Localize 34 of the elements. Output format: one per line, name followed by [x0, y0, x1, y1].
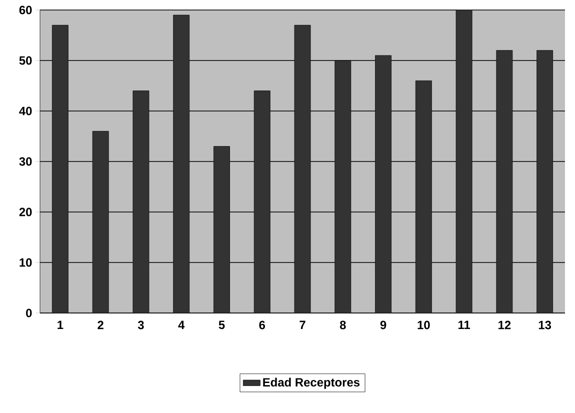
y-tick-label: 20	[19, 208, 32, 216]
y-tick-label: 50	[19, 56, 32, 65]
bar	[132, 90, 149, 313]
bar	[254, 90, 270, 313]
x-tick-label: 6	[259, 320, 266, 330]
bar	[496, 50, 512, 313]
bar	[334, 60, 351, 313]
bar	[214, 146, 230, 313]
x-tick-label: 13	[538, 320, 552, 330]
x-tick-label: 8	[340, 320, 346, 330]
x-tick-label: 2	[98, 320, 104, 330]
y-tick-label: 60	[19, 6, 32, 14]
bar	[294, 25, 311, 313]
bar	[52, 25, 68, 313]
x-tick-label: 12	[498, 320, 511, 330]
y-tick-label: 40	[19, 106, 32, 116]
legend-label: Edad Receptores	[263, 378, 360, 389]
y-tick-label: 30	[19, 157, 32, 166]
x-tick-label: 4	[178, 320, 185, 329]
x-tick-label: 11	[458, 320, 470, 329]
x-tick-label: 5	[218, 320, 225, 330]
x-tick-label: 1	[58, 320, 64, 329]
x-tick-label: 7	[300, 320, 306, 329]
x-tick-label: 9	[380, 320, 386, 330]
bar	[173, 15, 190, 313]
bar	[375, 55, 392, 313]
bar	[536, 50, 554, 313]
x-tick-label: 3	[138, 320, 144, 330]
y-tick-label: 0	[26, 308, 32, 318]
x-tick-label: 10	[418, 320, 430, 330]
y-tick-label: 10	[20, 258, 32, 267]
bar	[456, 10, 472, 313]
bar	[92, 131, 109, 313]
bar	[416, 80, 432, 313]
